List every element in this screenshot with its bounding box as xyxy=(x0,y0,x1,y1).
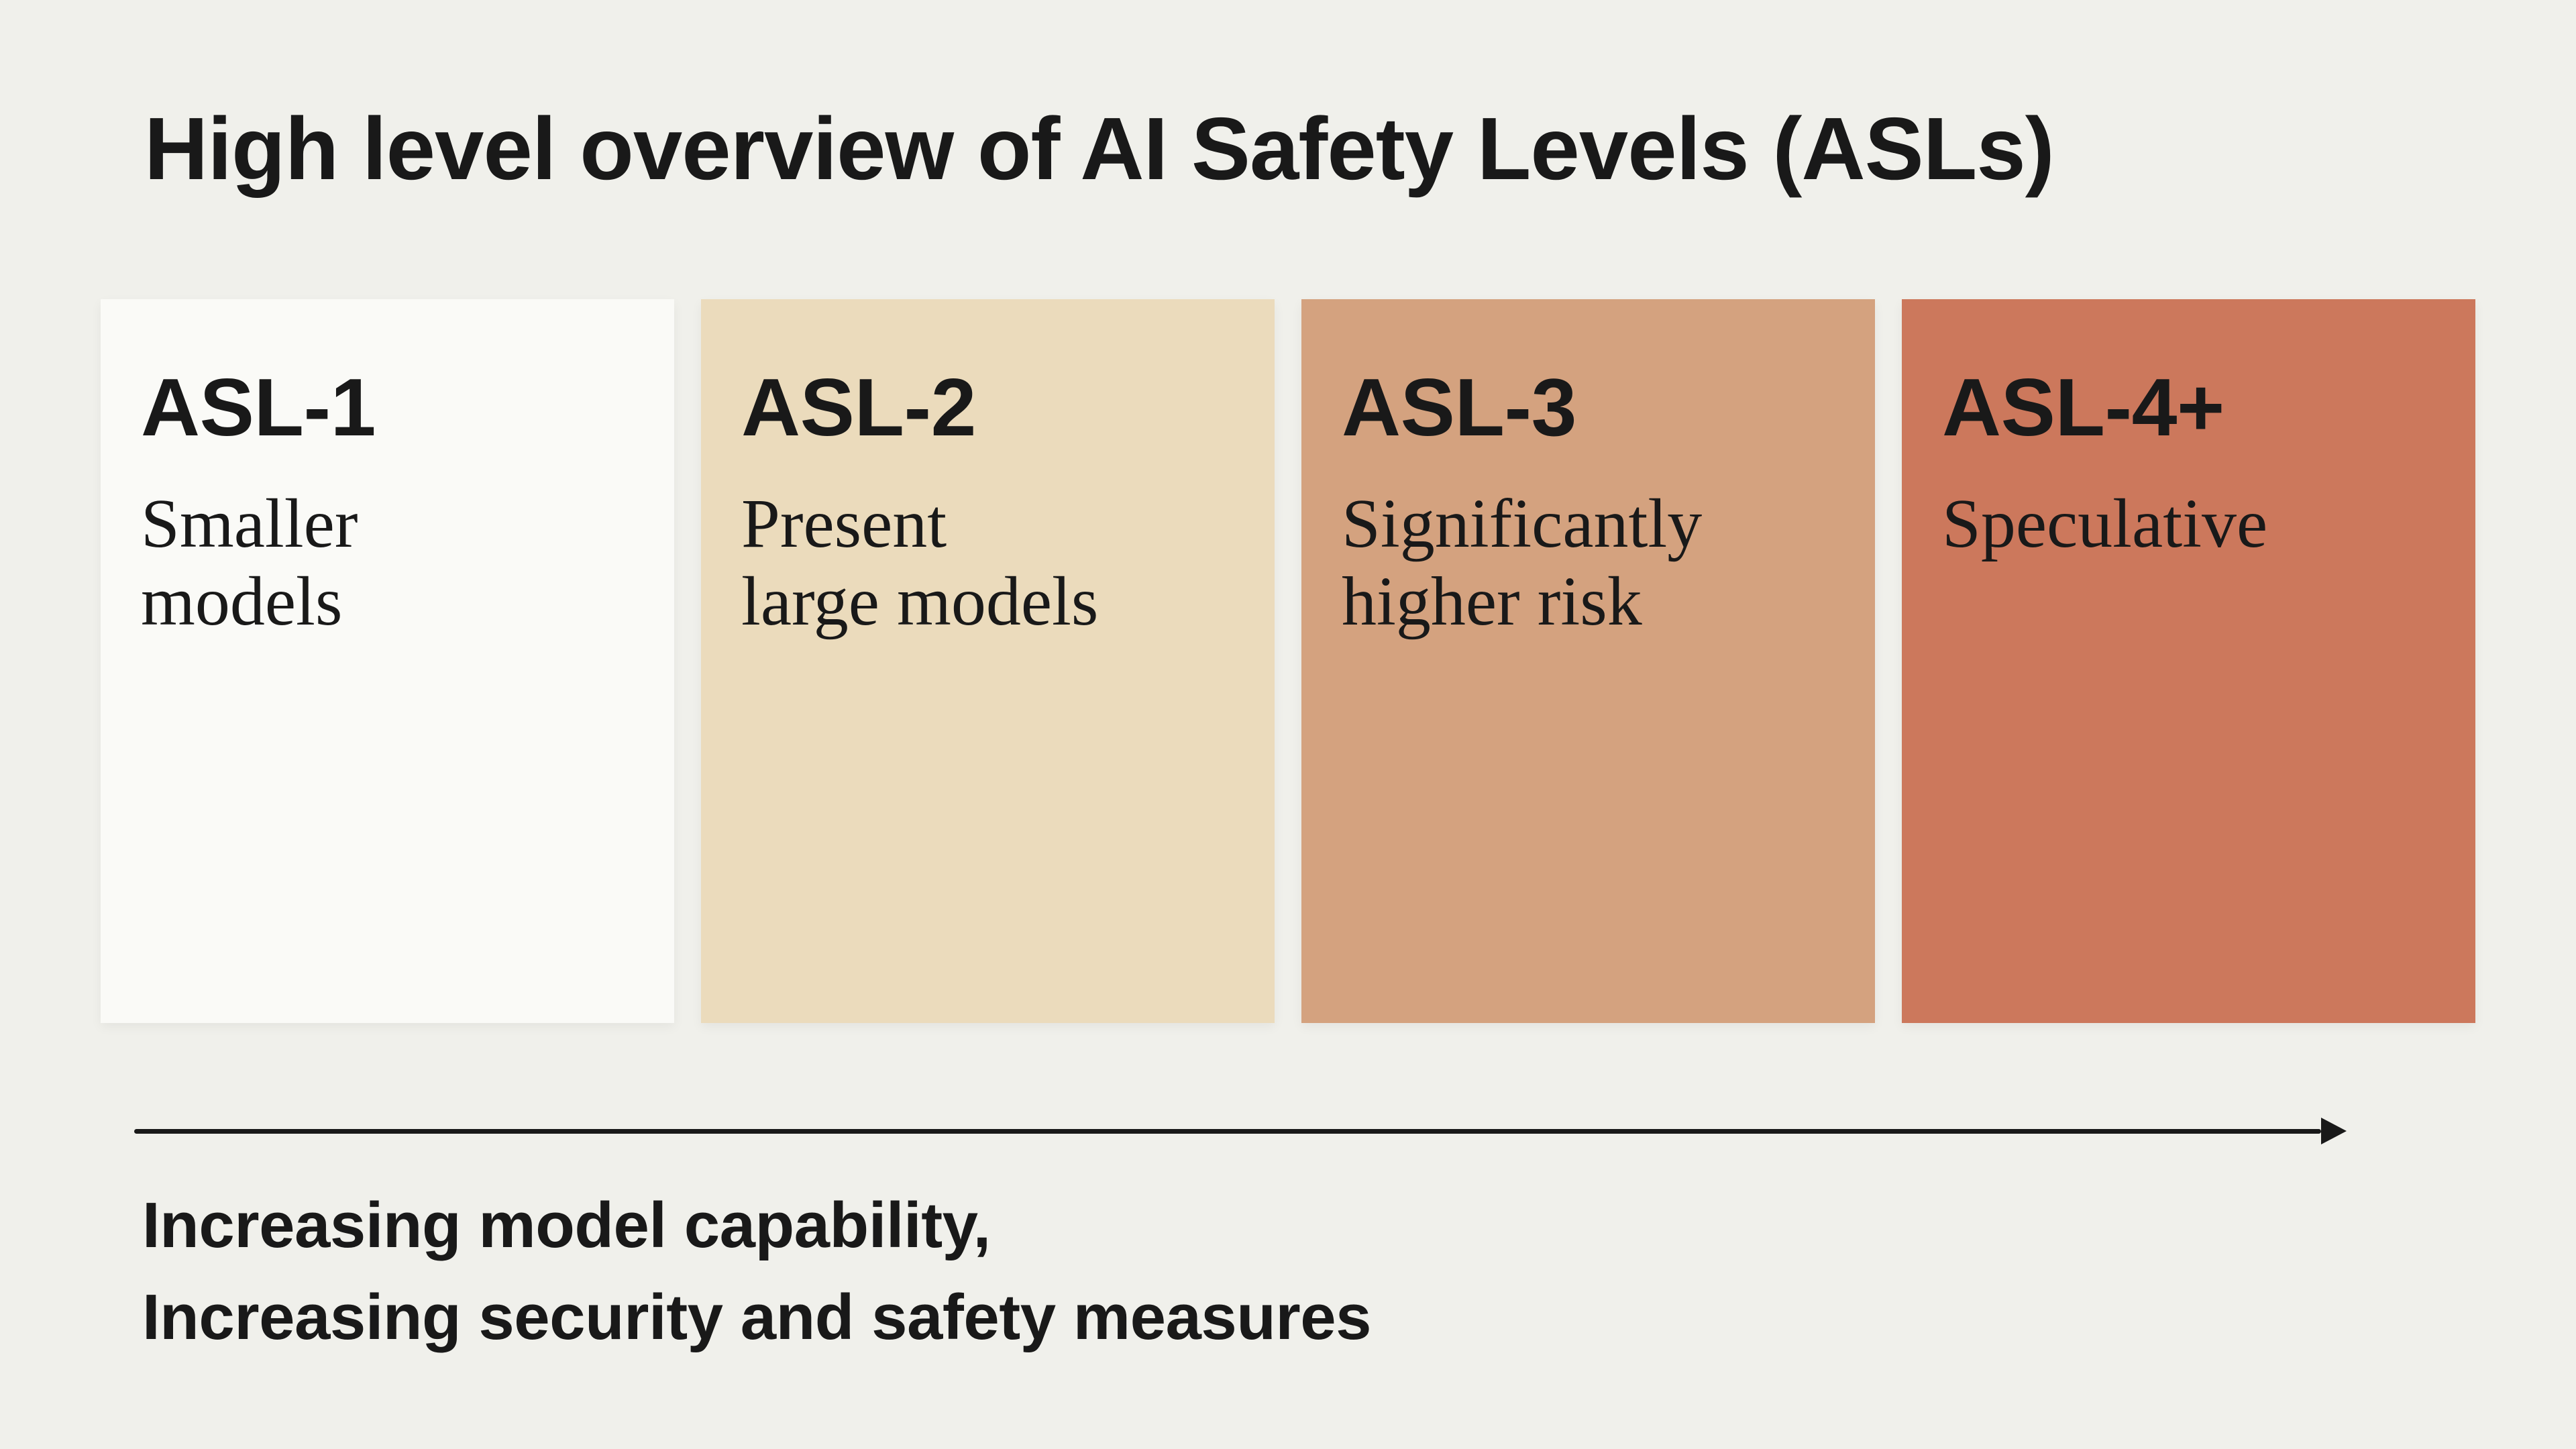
axis-caption: Increasing model capability, Increasing … xyxy=(142,1179,1372,1364)
card-description-asl-1: Smaller models xyxy=(141,485,634,641)
axis-caption-line-2: Increasing security and safety measures xyxy=(142,1281,1372,1354)
card-label-asl-4-plus: ASL-4+ xyxy=(1942,362,2224,453)
asl-3-card: ASL-3 Significantly higher risk xyxy=(1301,299,1875,1023)
card-description-line-2: large models xyxy=(741,563,1099,641)
card-description-asl-3: Significantly higher risk xyxy=(1342,485,1835,641)
card-description-line-1: Smaller xyxy=(141,485,358,562)
axis-caption-line-1: Increasing model capability, xyxy=(142,1189,991,1261)
card-description-line-2: models xyxy=(141,563,343,641)
asl-cards-row: ASL-1 Smaller models ASL-2 Present large… xyxy=(101,299,2475,1023)
asl-2-card: ASL-2 Present large models xyxy=(701,299,1275,1023)
card-label-asl-1: ASL-1 xyxy=(141,362,376,453)
card-description-asl-2: Present large models xyxy=(741,485,1234,641)
card-label-asl-2: ASL-2 xyxy=(741,362,976,453)
card-description-line-2: higher risk xyxy=(1342,563,1642,641)
asl-4-plus-card: ASL-4+ Speculative xyxy=(1902,299,2475,1023)
card-description-line-1: Speculative xyxy=(1942,485,2268,562)
card-label-asl-3: ASL-3 xyxy=(1342,362,1576,453)
page-title: High level overview of AI Safety Levels … xyxy=(144,99,2055,198)
card-description-line-1: Present xyxy=(741,485,947,562)
asl-1-card: ASL-1 Smaller models xyxy=(101,299,674,1023)
card-description-line-1: Significantly xyxy=(1342,485,1703,562)
capability-arrow-head-icon xyxy=(2321,1118,2347,1144)
card-description-asl-4-plus: Speculative xyxy=(1942,485,2435,563)
capability-arrow-line xyxy=(134,1129,2321,1134)
